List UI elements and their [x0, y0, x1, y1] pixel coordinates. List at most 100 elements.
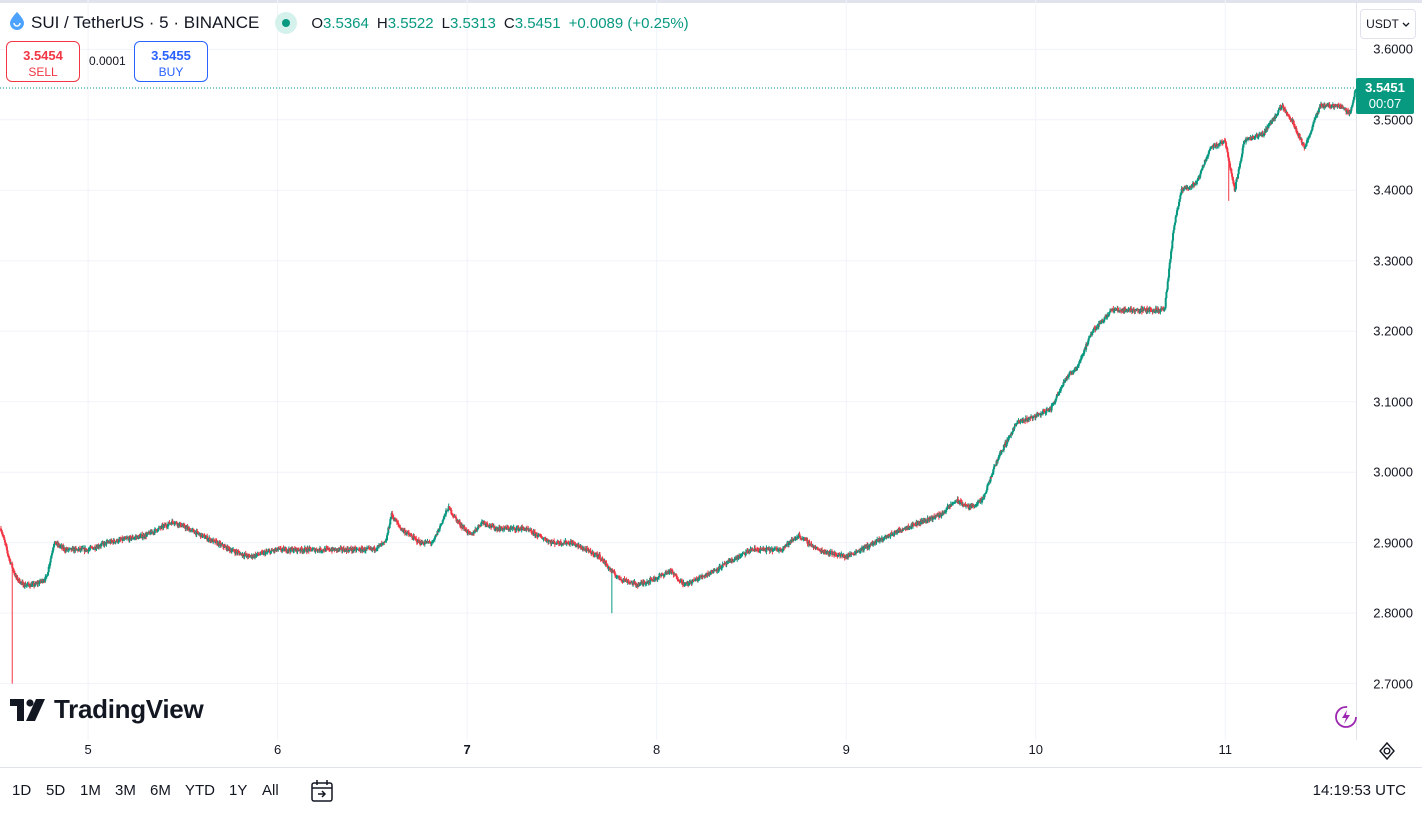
candle-body — [62, 546, 65, 550]
candle-body — [1038, 413, 1041, 415]
candle-body — [1132, 309, 1135, 311]
candle-body — [721, 564, 724, 568]
candle-body — [719, 565, 722, 569]
candle-body — [1267, 125, 1270, 129]
candle-body — [746, 550, 749, 553]
candle-body — [22, 582, 25, 587]
candle-body — [1185, 187, 1188, 189]
candle-body — [491, 524, 494, 526]
candle-body — [47, 566, 50, 573]
candle-body — [503, 528, 506, 530]
candle-body — [647, 581, 650, 584]
candle-body — [159, 526, 162, 528]
candle-body — [902, 529, 905, 531]
candle-body — [1252, 136, 1255, 138]
symbol-title[interactable]: SUI / TetherUS · 5 · BINANCE — [31, 13, 260, 32]
candle-body — [410, 535, 413, 537]
range-1m-button[interactable]: 1M — [80, 782, 101, 799]
candle-body — [384, 541, 387, 543]
candle-body — [990, 474, 993, 477]
candle-body — [625, 579, 628, 581]
candle-body — [654, 578, 657, 580]
candle-body — [490, 524, 493, 528]
currency-select[interactable]: USDT — [1360, 9, 1416, 39]
candle-body — [668, 570, 671, 574]
candle-body — [88, 548, 91, 550]
time-tick-label: 11 — [1218, 742, 1232, 757]
chart-pane[interactable] — [0, 0, 1356, 740]
settings-icon[interactable] — [1377, 741, 1397, 766]
candle-body — [77, 549, 80, 551]
candle-body — [1095, 329, 1098, 331]
candle-body — [416, 542, 419, 544]
candle-body — [683, 584, 686, 586]
candle-body — [360, 547, 363, 552]
candle-body — [875, 541, 878, 543]
close-label: C — [503, 14, 515, 32]
candle-body — [551, 542, 554, 544]
price-axis[interactable]: 3.6000 3.5000 3.4000 3.3000 3.2000 3.1000 3.00… — [1356, 0, 1422, 740]
candle-body — [663, 573, 666, 575]
range-ytd-button[interactable]: YTD — [185, 782, 215, 799]
candle-body — [910, 527, 913, 529]
candle-body — [1033, 416, 1036, 417]
candle-body — [1115, 309, 1118, 310]
candle-body — [1075, 367, 1078, 370]
candle-body — [1320, 103, 1323, 107]
candle-body — [300, 547, 303, 550]
candle-body — [1238, 167, 1241, 170]
candle-body — [179, 522, 182, 527]
candle-body — [1341, 106, 1344, 108]
market-status-icon[interactable] — [275, 12, 298, 34]
candle-body — [296, 548, 299, 552]
go-to-date-icon[interactable] — [310, 779, 334, 808]
candle-body — [269, 550, 272, 554]
candle-body — [1224, 140, 1227, 143]
candlestick-chart[interactable] — [0, 0, 1356, 740]
sell-button[interactable]: 3.5454 SELL — [6, 41, 80, 82]
range-1y-button[interactable]: 1Y — [229, 782, 248, 799]
buy-button[interactable]: 3.5455 BUY — [134, 41, 208, 82]
lightning-icon[interactable] — [1333, 704, 1359, 735]
candle-body — [1219, 142, 1222, 145]
utc-clock[interactable]: 14:19:53 UTC — [1312, 782, 1406, 799]
candle-body — [415, 539, 418, 543]
candle-body — [91, 547, 94, 549]
candle-body — [1176, 210, 1179, 216]
range-5d-button[interactable]: 5D — [46, 782, 66, 799]
candle-body — [242, 553, 245, 556]
candle-body — [1231, 176, 1234, 181]
candle-body — [1083, 350, 1086, 355]
candle-body — [1228, 160, 1231, 164]
candle-body — [1044, 411, 1047, 414]
range-6m-button[interactable]: 6M — [150, 782, 171, 799]
candle-body — [1300, 138, 1303, 143]
candle-body — [1180, 188, 1183, 194]
candle-body — [1201, 165, 1204, 169]
candle-body — [537, 534, 540, 537]
candle-body — [680, 579, 683, 581]
candle-body — [118, 539, 121, 542]
candle-body — [1232, 180, 1235, 184]
candle-body — [1207, 154, 1210, 157]
range-3m-button[interactable]: 3M — [115, 782, 136, 799]
tradingview-logo[interactable]: TradingView — [10, 694, 204, 725]
candle-body — [675, 574, 678, 576]
candle-body — [190, 530, 193, 532]
candle-body — [264, 552, 267, 555]
candle-body — [1307, 137, 1310, 139]
candle-body — [988, 481, 991, 483]
candle-body — [734, 558, 737, 560]
candle-body — [433, 537, 436, 540]
candle-body — [661, 573, 664, 575]
buy-price: 3.5455 — [151, 48, 191, 63]
candle-body — [1146, 308, 1149, 312]
candle-body — [514, 530, 517, 532]
range-1d-button[interactable]: 1D — [12, 782, 32, 799]
range-all-button[interactable]: All — [262, 782, 279, 799]
candle-body — [791, 539, 794, 541]
candle-body — [1253, 138, 1256, 140]
candle-body — [1106, 314, 1109, 317]
candle-body — [1079, 360, 1082, 362]
time-axis[interactable]: 5 6 7 8 9 10 11 — [0, 740, 1356, 766]
